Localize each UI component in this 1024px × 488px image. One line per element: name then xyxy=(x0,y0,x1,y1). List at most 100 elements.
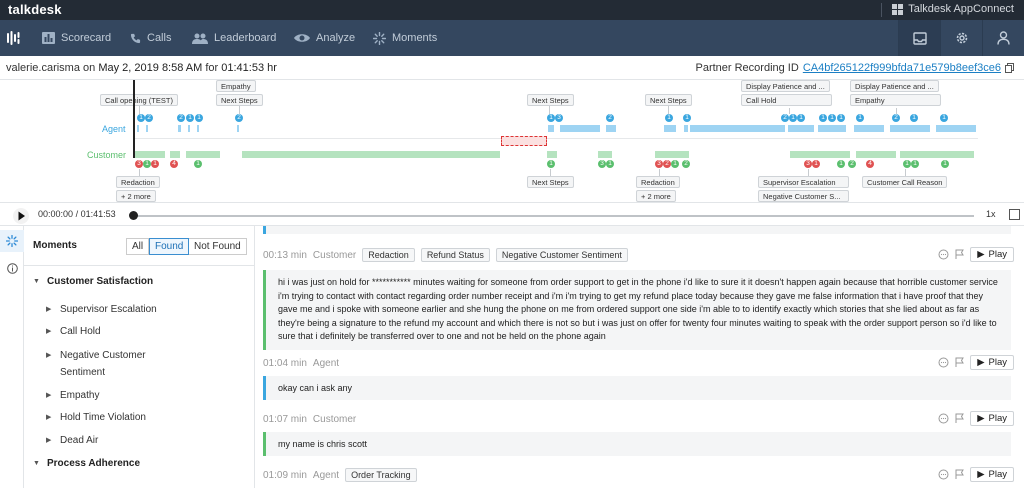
agent-marker[interactable]: 1 xyxy=(828,114,836,122)
flag-icon[interactable] xyxy=(954,469,965,480)
moment-tag[interactable]: Next Steps xyxy=(527,176,574,188)
customer-marker[interactable]: 1 xyxy=(547,160,555,168)
customer-marker[interactable]: 3 xyxy=(598,160,606,168)
customer-marker[interactable]: 1 xyxy=(812,160,820,168)
seek-track[interactable] xyxy=(134,215,974,217)
customer-marker[interactable]: 2 xyxy=(848,160,856,168)
moment-tag[interactable]: Customer Call Reason xyxy=(862,176,948,188)
moment-item-negative-customer-sentiment[interactable]: ▶ Negative Customer Sentiment xyxy=(46,347,146,381)
segment-play-button[interactable]: ▶ Play xyxy=(970,355,1014,370)
silence-region[interactable] xyxy=(501,136,547,146)
moment-tag[interactable]: Supervisor Escalation xyxy=(758,176,849,188)
expand-icon[interactable] xyxy=(1009,209,1020,220)
agent-marker[interactable]: 1 xyxy=(910,114,918,122)
agent-marker[interactable]: 1 xyxy=(940,114,948,122)
nav-item-calls[interactable]: Calls xyxy=(130,20,171,56)
customer-marker[interactable]: 2 xyxy=(663,160,671,168)
customer-marker[interactable]: 1 xyxy=(606,160,614,168)
customer-marker[interactable]: 1 xyxy=(941,160,949,168)
customer-marker[interactable]: 1 xyxy=(837,160,845,168)
agent-marker[interactable]: 1 xyxy=(665,114,673,122)
play-button[interactable] xyxy=(12,207,30,225)
more-tags[interactable]: + 2 more xyxy=(636,190,676,202)
filter-all[interactable]: All xyxy=(126,238,150,255)
moment-item-supervisor-escalation[interactable]: ▶ Supervisor Escalation xyxy=(46,301,157,318)
customer-marker[interactable]: 1 xyxy=(143,160,151,168)
filter-found[interactable]: Found xyxy=(149,238,190,255)
moment-tag[interactable]: Display Patience and ... xyxy=(850,80,939,92)
playback-speed[interactable]: 1x xyxy=(986,209,996,219)
agent-marker[interactable]: 2 xyxy=(781,114,789,122)
customer-marker[interactable]: 2 xyxy=(682,160,690,168)
moment-tag[interactable]: Empathy xyxy=(216,80,256,92)
moment-item-dead-air[interactable]: ▶ Dead Air xyxy=(46,432,98,449)
moment-chip[interactable]: Negative Customer Sentiment xyxy=(495,248,628,262)
agent-marker[interactable]: 1 xyxy=(797,114,805,122)
agent-marker[interactable]: 1 xyxy=(137,114,145,122)
customer-marker[interactable]: 3 xyxy=(135,160,143,168)
seek-handle[interactable] xyxy=(129,211,138,220)
moment-tag[interactable]: Next Steps xyxy=(645,94,692,106)
moment-tag[interactable]: Call opening (TEST) xyxy=(100,94,178,106)
customer-marker[interactable]: 3 xyxy=(655,160,663,168)
flag-icon[interactable] xyxy=(954,357,965,368)
agent-marker[interactable]: 1 xyxy=(856,114,864,122)
nav-item-scorecard[interactable]: Scorecard xyxy=(42,20,111,56)
agent-marker[interactable]: 2 xyxy=(145,114,153,122)
more-tags[interactable]: + 2 more xyxy=(116,190,156,202)
customer-marker[interactable]: 1 xyxy=(911,160,919,168)
flag-icon[interactable] xyxy=(954,249,965,260)
moment-tag[interactable]: Call Hold xyxy=(741,94,832,106)
moment-item-empathy[interactable]: ▶ Empathy xyxy=(46,387,99,404)
customer-marker[interactable]: 1 xyxy=(671,160,679,168)
agent-marker[interactable]: 2 xyxy=(177,114,185,122)
agent-marker[interactable]: 1 xyxy=(683,114,691,122)
segment-play-button[interactable]: ▶ Play xyxy=(970,247,1014,262)
comment-icon[interactable] xyxy=(938,469,949,480)
customer-marker[interactable]: 3 xyxy=(804,160,812,168)
nav-item-moments[interactable]: Moments xyxy=(373,20,437,56)
category-process-adherence[interactable]: ▼ Process Adherence xyxy=(33,455,140,472)
nav-item-analyze[interactable]: Analyze xyxy=(294,20,355,56)
settings-button[interactable] xyxy=(940,20,982,56)
customer-marker[interactable]: 1 xyxy=(151,160,159,168)
partner-recording-id-link[interactable]: CA4bf265122f999bfda71e579b8eef3ce6 xyxy=(802,62,1001,74)
agent-marker[interactable]: 2 xyxy=(892,114,900,122)
flag-icon[interactable] xyxy=(954,413,965,424)
category-customer-satisfaction[interactable]: ▼ Customer Satisfaction xyxy=(33,273,153,290)
agent-marker[interactable]: 2 xyxy=(606,114,614,122)
moment-item-call-hold[interactable]: ▶ Call Hold xyxy=(46,323,101,340)
agent-marker[interactable]: 1 xyxy=(547,114,555,122)
moment-tag[interactable]: Empathy xyxy=(850,94,941,106)
playhead[interactable] xyxy=(133,80,135,158)
comment-icon[interactable] xyxy=(938,249,949,260)
agent-marker[interactable]: 1 xyxy=(186,114,194,122)
comment-icon[interactable] xyxy=(938,357,949,368)
profile-button[interactable] xyxy=(982,20,1024,56)
customer-marker[interactable]: 4 xyxy=(866,160,874,168)
comment-icon[interactable] xyxy=(938,413,949,424)
talkdesk-logo-icon[interactable] xyxy=(0,20,27,56)
moment-tag[interactable]: Negative Customer S... xyxy=(758,190,849,202)
moment-chip[interactable]: Refund Status xyxy=(420,248,490,262)
moment-tag[interactable]: Display Patience and ... xyxy=(741,80,830,92)
filter-not-found[interactable]: Not Found xyxy=(188,238,247,255)
agent-marker[interactable]: 3 xyxy=(555,114,563,122)
inbox-button[interactable] xyxy=(898,20,940,56)
customer-marker[interactable]: 4 xyxy=(170,160,178,168)
customer-marker[interactable]: 1 xyxy=(194,160,202,168)
call-timeline[interactable]: Agent Customer Call opening (TEST) Empat… xyxy=(0,80,1024,202)
segment-play-button[interactable]: ▶ Play xyxy=(970,411,1014,426)
agent-marker[interactable]: 1 xyxy=(789,114,797,122)
nav-item-leaderboard[interactable]: Leaderboard xyxy=(192,20,276,56)
moment-item-hold-time-violation[interactable]: ▶ Hold Time Violation xyxy=(46,409,146,426)
moment-tag[interactable]: Redaction xyxy=(116,176,160,188)
appconnect-link[interactable]: Talkdesk AppConnect xyxy=(892,3,1014,15)
copy-icon[interactable] xyxy=(1005,63,1014,73)
rail-moments-tab[interactable] xyxy=(0,230,24,252)
moment-tag[interactable]: Redaction xyxy=(636,176,680,188)
moment-chip[interactable]: Order Tracking xyxy=(345,468,417,482)
customer-marker[interactable]: 1 xyxy=(903,160,911,168)
rail-info-tab[interactable] xyxy=(0,258,24,278)
moment-tag[interactable]: Next Steps xyxy=(527,94,574,106)
